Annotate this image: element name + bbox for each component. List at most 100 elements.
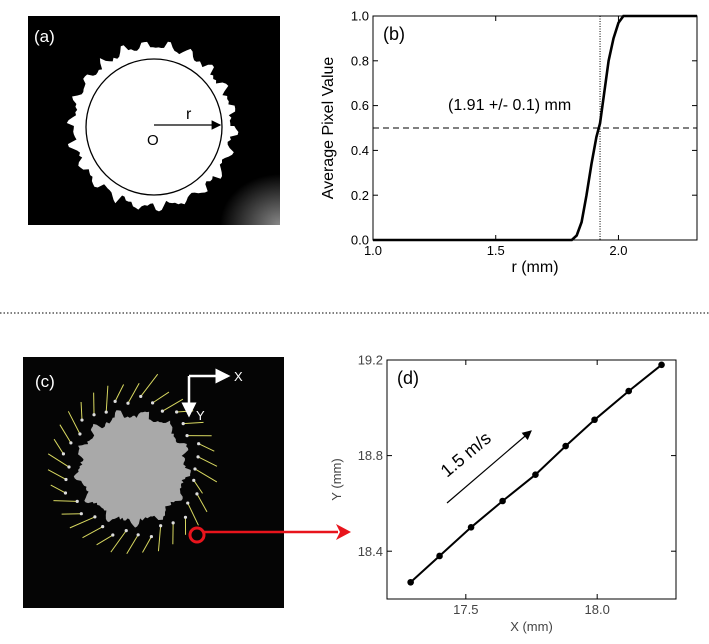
data-point [591,416,598,424]
y-tick-label: 0.0 [351,233,369,248]
x-tick-label: 17.5 [453,602,478,617]
ejecta-point [101,525,105,529]
ejecta-track [82,526,103,539]
ejecta-track [96,534,114,546]
data-point [467,524,475,531]
ejecta-track [187,502,199,526]
panel-label: (d) [397,368,419,388]
ejecta-point [92,413,96,417]
panel-d-chart: 17.5 18.0 18.4 18.8 19.2 X (mm) Y (mm) (d) 1.5 m… [329,353,677,634]
y-tick-label: 18.4 [358,544,383,559]
data-point [499,497,506,505]
ejecta-point [67,465,71,469]
ejecta-point [186,501,190,505]
x-tick-label: 1.0 [364,243,382,258]
data-series-line [373,14,697,242]
plot-frame [386,359,677,600]
ejecta-point [104,410,108,414]
ejecta-point [75,499,79,503]
ejecta-point [139,394,143,399]
data-point [407,578,414,586]
ejecta-point [79,512,83,516]
x-axis-label: r (mm) [511,259,558,276]
x-axis-label: X [234,369,243,384]
ejecta-track [197,456,218,467]
ejecta-point [196,455,200,459]
ejecta-track [67,411,81,435]
ejecta-point [80,418,84,422]
ejecta-point [61,452,66,456]
ejecta-point [64,477,68,482]
ejecta-track [53,500,78,502]
ejecta-track [114,384,125,402]
ejecta-track [152,391,170,404]
highlight-circle [188,526,206,544]
ejecta-point [151,401,155,405]
ejecta-point [149,534,153,539]
ejecta-tracks [47,373,218,555]
ejecta-track [47,453,70,468]
ejecta-track [194,468,218,483]
ejecta-point [197,442,201,446]
ejecta-track [59,424,72,444]
data-point [562,442,569,450]
ejecta-point [193,467,197,471]
ejecta-point [113,399,117,403]
data-point [532,471,539,479]
ejecta-point [181,422,185,426]
x-axis-label: X (mm) [510,619,553,634]
y-tick-label: 19.2 [358,353,383,368]
y-axis-label: Average Pixel Value [320,57,337,200]
y-tick-label: 0.2 [351,188,369,203]
ejecta-track [162,398,184,412]
ejecta-track [198,443,215,452]
y-tick-label: 18.8 [358,448,383,463]
panel-b-chart: 1.0 1.5 2.0 0.0 0.2 0.4 0.6 0.8 1.0 r (mm) Average… [320,9,698,276]
ejecta-track [127,382,140,404]
x-tick-label: 1.5 [487,243,505,258]
ejecta-track [47,469,67,480]
y-tick-label: 1.0 [351,9,369,24]
velocity-annotation: 1.5 m/s [437,428,495,481]
y-axis-label: Y (mm) [329,458,344,500]
ejecta-point [195,492,199,496]
ejecta-point [175,410,179,414]
data-point [436,552,443,560]
panel-a-image: r O (a) [28,16,280,225]
droplet-blob [66,41,239,212]
ejecta-point [69,441,73,445]
ejecta-track [193,480,203,494]
ejecta-point [93,515,97,519]
fit-circle [85,58,223,196]
ejecta-point [185,434,189,438]
panel-c-label: (c) [35,372,55,391]
ejecta-track [183,421,204,425]
ejecta-track [196,493,208,513]
panel-a-label: (a) [34,27,55,46]
velocity-arrow [446,430,532,504]
ejecta-track [142,536,152,553]
data-point [625,387,633,395]
ejecta-track [69,516,96,529]
ejecta-point [126,401,130,405]
ejecta-track [53,438,64,455]
ejecta-point [78,432,82,436]
radius-annotation: (1.91 +/- 0.1) mm [448,97,571,114]
link-arrow-head [336,524,351,540]
ejecta-point [159,524,163,528]
ejecta-point [171,521,175,525]
y-axis-label: Y [196,408,205,423]
ejecta-track [157,525,162,552]
ejecta-point [124,529,128,533]
y-tick-label: 0.4 [351,143,369,158]
ejecta-track [140,373,159,397]
ejecta-track [105,385,109,413]
y-tick-label: 0.6 [351,98,369,113]
ejecta-track [80,401,83,421]
ejecta-point [136,533,140,537]
x-tick-label: 18.0 [585,602,610,617]
ejecta-point [192,478,196,482]
droplet-blob [73,410,191,528]
y-tick-label: 0.8 [351,53,369,68]
